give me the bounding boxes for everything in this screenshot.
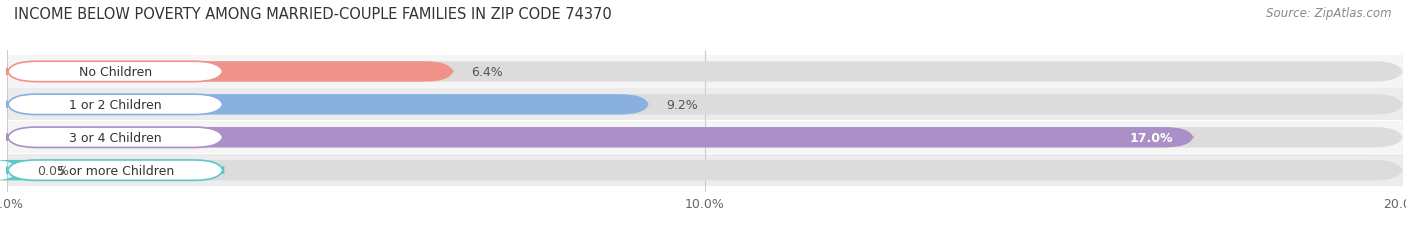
FancyBboxPatch shape [7,62,454,82]
Text: 6.4%: 6.4% [471,66,503,79]
Text: 9.2%: 9.2% [666,98,699,111]
FancyBboxPatch shape [7,128,224,148]
FancyBboxPatch shape [0,56,1406,88]
FancyBboxPatch shape [7,128,1194,148]
Text: INCOME BELOW POVERTY AMONG MARRIED-COUPLE FAMILIES IN ZIP CODE 74370: INCOME BELOW POVERTY AMONG MARRIED-COUPL… [14,7,612,22]
FancyBboxPatch shape [7,95,1403,115]
Text: 17.0%: 17.0% [1129,131,1173,144]
FancyBboxPatch shape [0,89,1406,121]
FancyBboxPatch shape [7,128,1403,148]
FancyBboxPatch shape [0,154,1406,186]
Text: 3 or 4 Children: 3 or 4 Children [69,131,162,144]
FancyBboxPatch shape [7,95,650,115]
FancyBboxPatch shape [0,160,37,181]
FancyBboxPatch shape [7,160,1403,181]
FancyBboxPatch shape [7,160,224,181]
FancyBboxPatch shape [7,95,224,115]
Text: 5 or more Children: 5 or more Children [56,164,174,177]
Text: No Children: No Children [79,66,152,79]
FancyBboxPatch shape [0,122,1406,154]
FancyBboxPatch shape [7,62,224,82]
Text: Source: ZipAtlas.com: Source: ZipAtlas.com [1267,7,1392,20]
FancyBboxPatch shape [7,62,1403,82]
Text: 0.0%: 0.0% [37,164,69,177]
Text: 1 or 2 Children: 1 or 2 Children [69,98,162,111]
